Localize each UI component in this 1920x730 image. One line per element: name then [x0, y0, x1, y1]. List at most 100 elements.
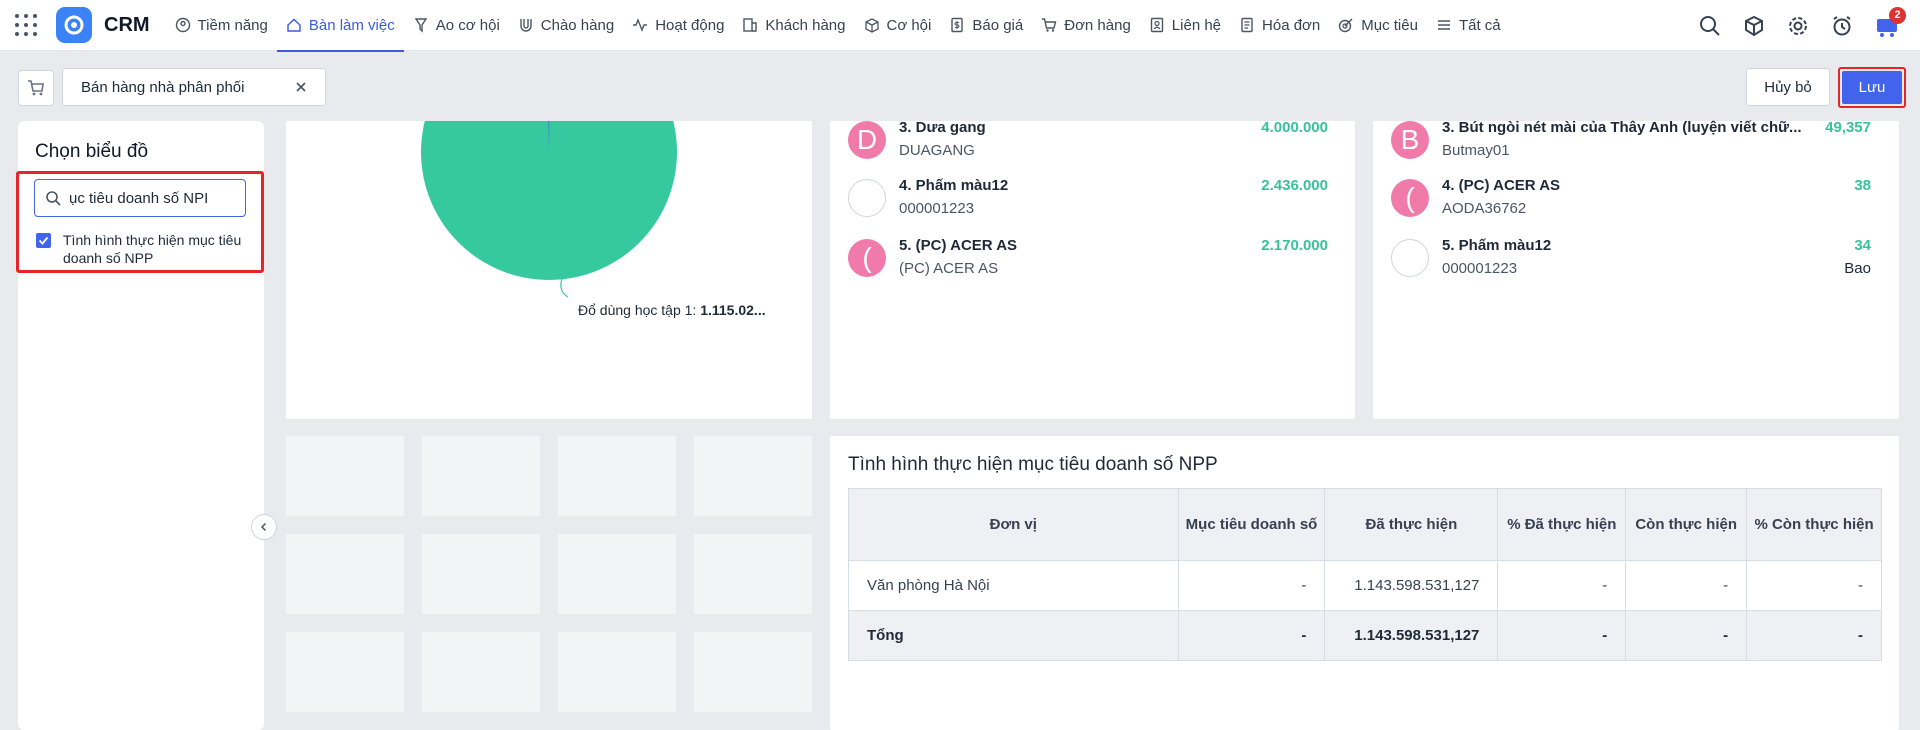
close-icon[interactable] — [295, 81, 307, 93]
nav-item-6[interactable]: Cơ hội — [855, 0, 941, 51]
ranking-item-value: 2.436.000 — [1261, 177, 1328, 194]
funnel-icon — [413, 17, 429, 33]
table-total-row: Tổng -1.143.598.531,127- - - — [848, 610, 1882, 661]
nav-item-label: Liên hệ — [1171, 16, 1222, 34]
nav-item-label: Khách hàng — [765, 16, 846, 34]
ranking-item[interactable]: (4. (PC) ACER AS AODA36762 38 — [1391, 177, 1871, 229]
ranking-item-value: 49,357 — [1825, 119, 1871, 136]
top-nav: CRM Tiềm năng Bàn làm việc Ao cơ hội Chào h… — [0, 0, 1920, 52]
table-cell: - — [1177, 560, 1326, 611]
column-header: Đã thực hiện — [1324, 488, 1499, 561]
building-icon — [742, 17, 758, 33]
loading-placeholder — [422, 534, 540, 614]
nav-item-label: Hoạt động — [655, 16, 725, 34]
ranking-item[interactable]: 5. Phấm màu12 000001223 34 Bao — [1391, 237, 1871, 289]
table-cell: Tổng — [848, 610, 1179, 661]
nav-item-1[interactable]: Bàn làm việc — [276, 0, 404, 52]
loading-placeholder — [558, 436, 676, 516]
ranking-card-revenue: D 3. Dưa gang DUAGANG 4.000.000 4. Phấm màu1… — [830, 119, 1355, 419]
ranking-item-unit: Bao — [1844, 260, 1871, 277]
loading-placeholder — [558, 534, 676, 614]
gear-icon[interactable] — [1786, 14, 1810, 38]
product-avatar: ( — [1391, 179, 1429, 217]
ranking-item[interactable]: B 3. Bút ngòi nét mài của Thây Anh (luyện… — [1391, 119, 1871, 171]
product-avatar: ( — [848, 239, 886, 277]
save-button[interactable]: Lưu — [1842, 71, 1902, 104]
table-title: Tình hình thực hiện mục tiêu doanh số NP… — [848, 454, 1218, 475]
app-grid-icon[interactable] — [14, 13, 38, 37]
ranking-item-code: 000001223 — [899, 200, 975, 217]
table-cell: - — [1625, 560, 1748, 611]
alarm-clock-icon[interactable] — [1830, 14, 1854, 38]
box-icon — [864, 17, 880, 33]
ranking-item[interactable]: (5. (PC) ACER AS (PC) ACER AS 2.170.000 — [848, 237, 1328, 289]
shopping-cart-icon[interactable]: 2 — [1874, 6, 1906, 38]
ranking-item-code: DUAGANG — [899, 142, 975, 159]
nav-item-11[interactable]: Mục tiêu — [1329, 0, 1427, 51]
loading-placeholder — [286, 436, 404, 516]
nav-item-7[interactable]: Báo giá — [940, 0, 1032, 51]
nav-item-2[interactable]: Ao cơ hội — [404, 0, 509, 51]
ranking-item-name: 5. (PC) ACER AS — [899, 237, 1018, 254]
column-header: % Đã thực hiện — [1497, 488, 1627, 561]
pie-callout-line — [560, 278, 569, 298]
loading-placeholder — [694, 534, 812, 614]
table-cell: - — [1746, 610, 1882, 661]
loading-placeholder — [558, 632, 676, 712]
table-row: Văn phòng Hà Nội -1.143.598.531,127- - - — [848, 560, 1882, 611]
nav-item-label: Tất cả — [1458, 16, 1501, 34]
chart-option-label: Tình hình thực hiện mục tiêu doanh số NP… — [63, 232, 242, 266]
pie-slice[interactable] — [421, 121, 677, 280]
cancel-button[interactable]: Hủy bỏ — [1746, 68, 1830, 106]
ranking-item[interactable]: 4. Phấm màu12 000001223 2.436.000 — [848, 177, 1328, 229]
dashboard-tab[interactable]: Bán hàng nhà phân phối — [62, 68, 326, 106]
nav-item-label: Cơ hội — [886, 16, 932, 34]
nav-item-9[interactable]: Liên hệ — [1140, 0, 1230, 51]
ranking-item-code: Butmay01 — [1442, 142, 1510, 159]
nav-item-10[interactable]: Hóa đơn — [1230, 0, 1329, 51]
chart-search-input[interactable]: ục tiêu doanh số NPI — [34, 179, 246, 217]
cube-settings-icon[interactable] — [1742, 14, 1766, 38]
crm-logo-icon[interactable] — [56, 7, 92, 43]
loading-placeholder — [286, 632, 404, 712]
nav-item-label: Tiềm năng — [197, 16, 268, 34]
nav-item-label: Bàn làm việc — [308, 16, 395, 34]
column-header: Còn thực hiện — [1625, 488, 1748, 561]
ranking-item-value: 4.000.000 — [1261, 119, 1328, 136]
ranking-item-value: 38 — [1854, 177, 1871, 194]
column-header: Mục tiêu doanh số — [1177, 488, 1326, 561]
nav-item-3[interactable]: Chào hàng — [509, 0, 623, 51]
chart-option-npp[interactable]: Tình hình thực hiện mục tiêu doanh số NP… — [36, 231, 243, 267]
nav-item-label: Mục tiêu — [1361, 16, 1418, 34]
magnet-icon — [518, 17, 534, 33]
nav-item-8[interactable]: Đơn hàng — [1032, 0, 1140, 51]
chart-picker-title: Chọn biểu đồ — [35, 141, 149, 162]
ranking-item-code: AODA36762 — [1442, 200, 1527, 217]
ranking-item-value: 34 — [1854, 237, 1871, 254]
ranking-item[interactable]: D 3. Dưa gang DUAGANG 4.000.000 — [848, 119, 1328, 171]
npp-target-table-card: Tình hình thực hiện mục tiêu doanh số NP… — [830, 436, 1899, 730]
pie-callout: Đổ dùng học tập 1: 1.115.02... — [578, 302, 766, 318]
save-button-highlight: Lưu — [1838, 67, 1906, 108]
chevron-left-icon — [259, 522, 269, 532]
search-icon[interactable] — [1698, 14, 1722, 38]
distributor-cart-button[interactable] — [18, 70, 54, 106]
loading-placeholder — [422, 632, 540, 712]
pie-callout-value: 1.115.02... — [700, 302, 766, 318]
table-cell: Văn phòng Hà Nội — [848, 560, 1179, 611]
nav-item-5[interactable]: Khách hàng — [733, 0, 854, 51]
contact-icon — [1149, 17, 1165, 33]
nav-item-12[interactable]: Tất cả — [1427, 0, 1510, 51]
ranking-card-quantity: B 3. Bút ngòi nét mài của Thây Anh (luyện… — [1373, 119, 1899, 419]
nav-item-label: Báo giá — [972, 16, 1024, 34]
nav-item-4[interactable]: Hoạt động — [623, 0, 733, 51]
ranking-item-name: 3. Dưa gang — [899, 119, 986, 136]
collapse-panel-button[interactable] — [251, 514, 277, 540]
nav-item-0[interactable]: Tiềm năng — [166, 0, 277, 51]
brand-name: CRM — [104, 13, 150, 36]
pie-slice-thin[interactable] — [547, 121, 550, 152]
ranking-item-code: (PC) ACER AS — [899, 260, 999, 277]
checkbox-checked-icon[interactable] — [36, 233, 51, 248]
cart-icon — [27, 79, 45, 97]
menu-icon — [1436, 17, 1452, 33]
